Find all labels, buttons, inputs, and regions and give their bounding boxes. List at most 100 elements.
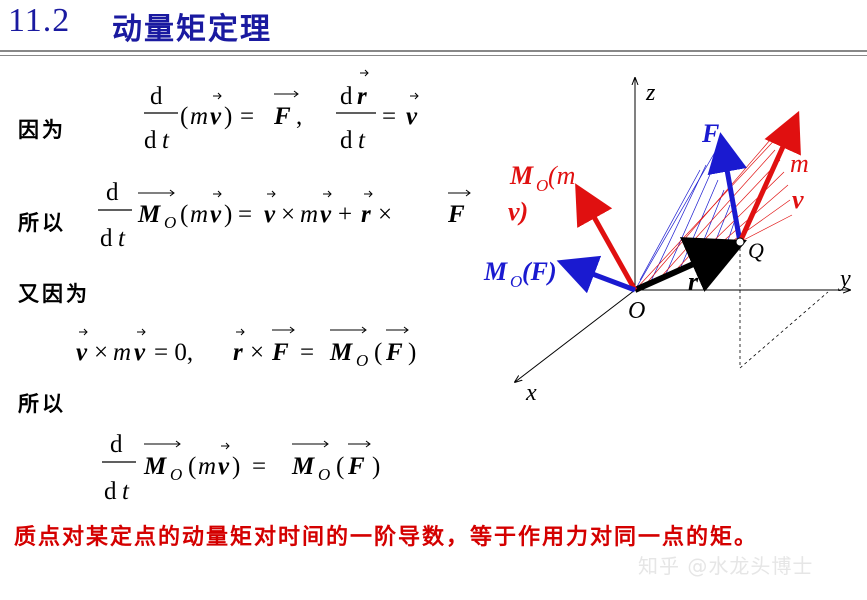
svg-text:d: d [100,225,113,252]
svg-text:M: M [509,161,534,190]
svg-text:d: d [104,478,117,505]
svg-text:d: d [110,431,123,458]
vector-mv-label-v: v [792,185,804,214]
svg-text:O: O [318,465,330,484]
vector-mv-label-m: m [790,149,809,178]
svg-text:d: d [340,127,353,154]
svg-text:): ) [408,339,416,366]
section-number: 11.2 [8,2,71,39]
svg-text:t: t [162,127,170,154]
svg-text:×: × [281,201,295,228]
point-q-dot [735,237,745,247]
vector-diagram: z y x O Q r F m v M O (m v) M O (F) [483,60,851,406]
svg-text:(: ( [188,453,196,480]
origin-label: O [628,298,645,324]
svg-text:(m: (m [548,161,575,190]
vector-r [633,237,747,293]
point-q-label: Q [748,238,764,263]
svg-text:v): v) [508,197,528,226]
svg-text:v: v [218,453,230,480]
svg-text:m: m [198,453,216,480]
svg-text:F: F [347,453,365,480]
axis-x-label: x [525,380,537,406]
svg-text:m: m [300,201,318,228]
svg-text:O: O [536,176,548,195]
equation-cross-products: v × m v = 0, r × F = M O ( F ) [76,326,416,370]
svg-text:×: × [94,339,108,366]
svg-text:×: × [378,201,392,228]
svg-text:M: M [143,453,167,480]
svg-text:(: ( [374,339,382,366]
svg-text:v: v [210,201,222,228]
svg-text:=: = [252,453,266,480]
axis-y-label: y [838,266,851,292]
svg-text:O: O [510,272,522,291]
label-therefore-1: 所以 [18,211,66,235]
label-therefore-2: 所以 [18,392,66,416]
svg-text:m: m [190,201,208,228]
svg-text:r: r [357,83,367,110]
conclusion-statement: 质点对某定点的动量矩对时间的一阶导数，等于作用力对同一点的矩。 [14,525,759,550]
header-divider-thin [0,55,867,56]
svg-text:d: d [150,83,163,110]
svg-text:t: t [118,225,126,252]
svg-text:d: d [340,83,353,110]
svg-text:,: , [296,103,302,130]
svg-text:=: = [240,103,254,130]
svg-text:v: v [406,103,418,130]
svg-text:t: t [358,127,366,154]
svg-text:M: M [291,453,315,480]
svg-text:×: × [250,339,264,366]
label-because: 因为 [18,118,66,142]
svg-text:d: d [106,179,119,206]
svg-text:F: F [447,201,465,228]
svg-text:v: v [264,201,276,228]
svg-text:+: + [338,201,352,228]
svg-text:M: M [483,257,508,286]
svg-text:=: = [238,201,252,228]
label-also-because: 又因为 [18,282,90,306]
svg-text:(: ( [336,453,344,480]
svg-text:(: ( [180,201,188,228]
svg-text:d: d [144,127,157,154]
svg-text:r: r [233,339,243,366]
svg-text:): ) [232,453,240,480]
svg-text:= 0,: = 0, [154,339,193,366]
svg-text:F: F [385,339,403,366]
vector-mo-f [556,255,636,294]
svg-text:): ) [224,201,232,228]
svg-text:t: t [122,478,130,505]
vector-f [707,132,747,243]
watermark: 知乎 @水龙头博士 [638,554,814,578]
svg-text:(F): (F) [522,257,557,286]
svg-text:M: M [137,201,161,228]
mo-mv-label: M O (m v) [508,161,575,226]
svg-text:r: r [361,201,371,228]
vector-mv [737,110,801,244]
svg-text:v: v [134,339,146,366]
section-title: 动量矩定理 [112,12,272,47]
svg-text:M: M [329,339,353,366]
svg-text:(: ( [180,103,188,130]
vector-mo-mv [575,183,638,292]
vector-f-label: F [701,119,719,148]
svg-text:O: O [170,465,182,484]
header-divider [0,50,867,52]
vector-r-label: r [688,267,699,296]
svg-text:m: m [190,103,208,130]
axis-z-label: z [645,80,656,106]
svg-text:=: = [300,339,314,366]
svg-text:): ) [372,453,380,480]
svg-text:): ) [224,103,232,130]
svg-text:O: O [164,213,176,232]
svg-text:F: F [271,339,289,366]
axis-x-line [515,289,636,382]
svg-text:m: m [113,339,131,366]
svg-text:v: v [320,201,332,228]
mo-f-label: M O (F) [483,257,557,291]
svg-text:F: F [273,103,291,130]
